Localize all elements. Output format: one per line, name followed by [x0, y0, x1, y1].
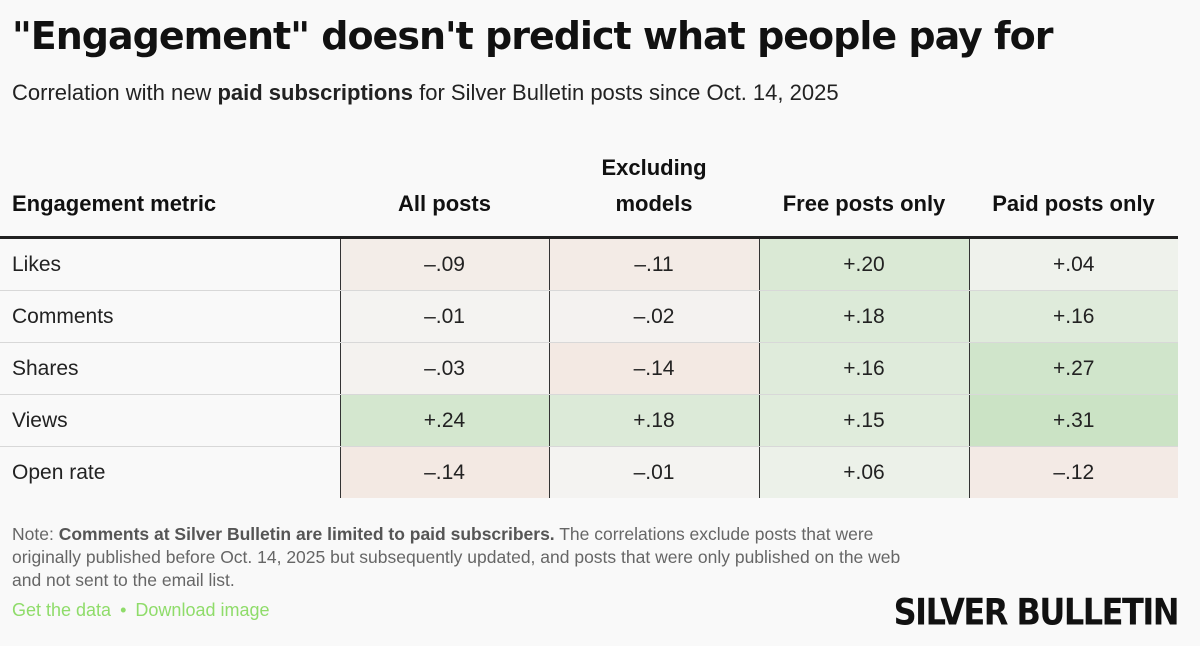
correlation-cell: –.03 [339, 342, 549, 395]
correlation-cell: +.31 [968, 394, 1178, 447]
correlation-cell: –.02 [548, 290, 759, 343]
link-separator: • [120, 600, 127, 620]
column-header-all-posts: All posts [340, 150, 549, 239]
correlation-cell: +.18 [758, 290, 969, 343]
correlation-cell: –.12 [968, 446, 1178, 498]
column-header-excluding-models: Excluding models [549, 150, 759, 239]
subtitle-bold: paid subscriptions [217, 80, 414, 105]
correlation-cell: –.01 [548, 446, 759, 498]
metric-label: Open rate [12, 460, 106, 484]
metric-label: Shares [0, 342, 340, 395]
table-row: Likes –.09 –.11 +.20 +.04 [0, 237, 1178, 291]
correlation-cell: –.01 [339, 290, 549, 343]
column-header-metric: Engagement metric [0, 150, 340, 239]
correlation-cell: +.27 [968, 342, 1178, 395]
table-body: Likes –.09 –.11 +.20 +.04 Comments –.01 –.02 +.1… [0, 237, 1178, 498]
note-bold: Comments at Silver Bulletin are limited … [58, 524, 555, 544]
note-prefix: Note: [12, 524, 59, 544]
note-text: The correlations exclude posts that were… [12, 524, 901, 590]
table-row: Shares –.03 –.14 +.16 +.27 [0, 342, 1178, 395]
brand-logo: SILVER BULLETIN [893, 590, 1180, 634]
column-header-free-posts: Free posts only [759, 150, 969, 239]
column-header-paid-posts: Paid posts only [969, 150, 1178, 239]
correlation-cell: +.24 [339, 394, 549, 447]
correlation-cell: –.14 [548, 342, 759, 395]
metric-label: Views [0, 394, 340, 447]
chart-subtitle: Correlation with new paid subscriptions … [12, 80, 839, 106]
correlation-cell: +.06 [758, 446, 969, 498]
subtitle-suffix: for Silver Bulletin posts since Oct. 14,… [413, 80, 839, 105]
correlation-cell: +.15 [758, 394, 969, 447]
correlation-cell: +.20 [758, 237, 969, 291]
correlation-cell: +.16 [968, 290, 1178, 343]
get-data-link[interactable]: Get the data [12, 600, 112, 620]
chart-title: "Engagement" doesn't predict what people… [12, 14, 1053, 58]
header-row: Engagement metric All posts Excluding mo… [0, 150, 1178, 239]
correlation-cell: –.11 [548, 237, 759, 291]
footer-links: Get the data • Download image [12, 600, 270, 621]
correlation-cell: –.14 [339, 446, 549, 498]
metric-label: Comments [0, 290, 340, 343]
download-image-link[interactable]: Download image [135, 600, 270, 620]
correlation-cell: +.16 [758, 342, 969, 395]
correlation-cell: +.18 [548, 394, 759, 447]
correlation-table: Engagement metric All posts Excluding mo… [0, 150, 1178, 498]
metric-label: Likes [0, 237, 340, 291]
table-row: Open rate –.14 –.01 +.06 –.12 [0, 446, 1178, 498]
subtitle-prefix: Correlation with new [12, 80, 218, 105]
table-row: Views +.24 +.18 +.15 +.31 [0, 394, 1178, 447]
footnote: Note: Comments at Silver Bulletin are li… [12, 523, 932, 592]
table-row: Comments –.01 –.02 +.18 +.16 [0, 290, 1178, 343]
correlation-cell: –.09 [339, 237, 549, 291]
correlation-cell: +.04 [968, 237, 1178, 291]
